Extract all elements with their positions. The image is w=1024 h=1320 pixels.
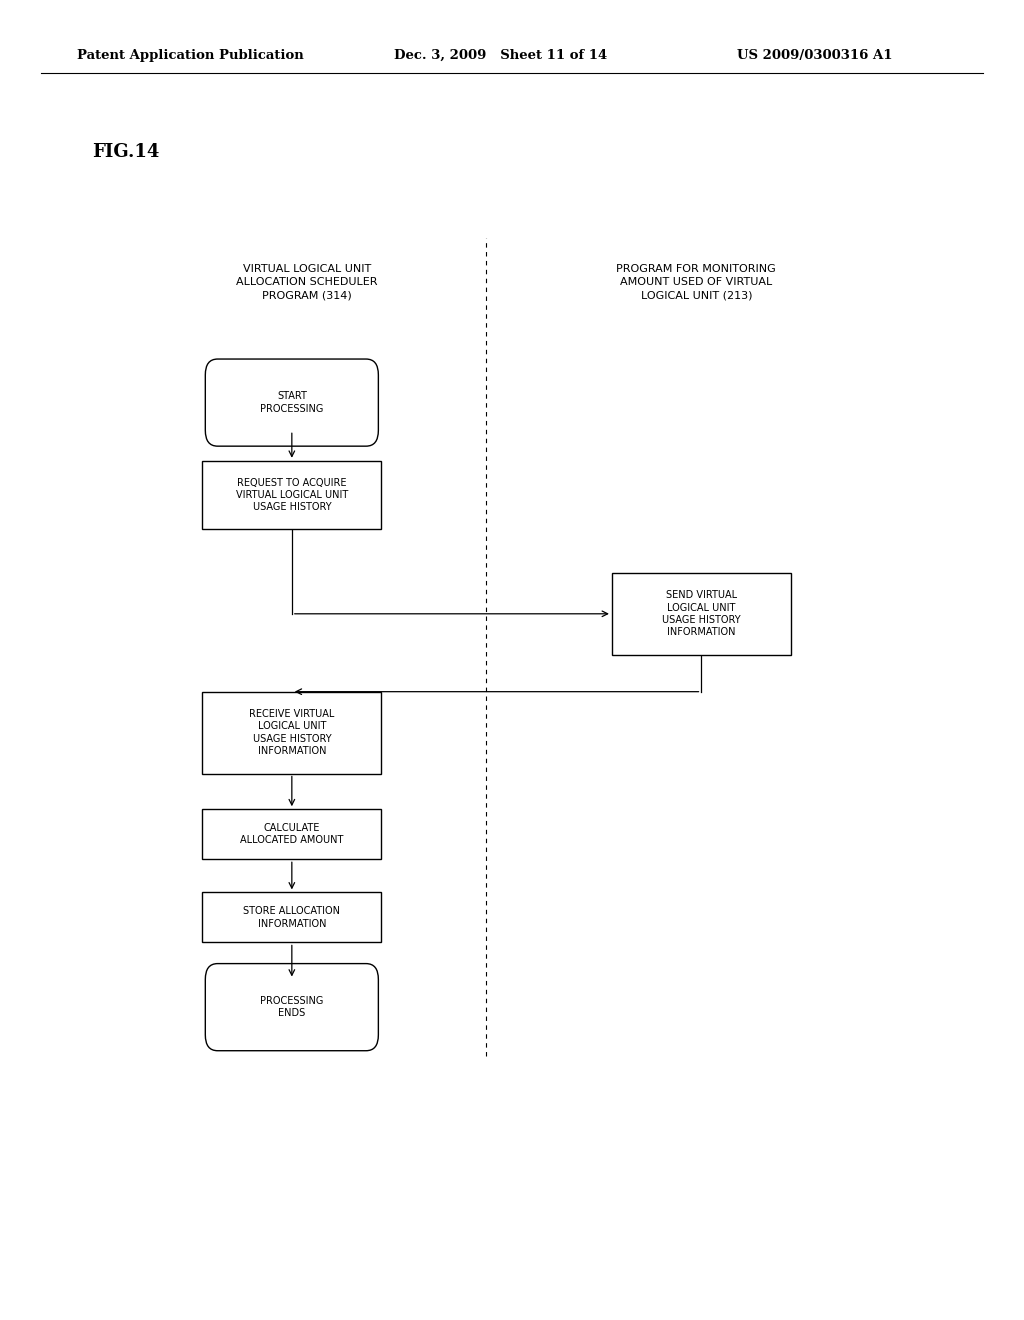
Text: PROCESSING
ENDS: PROCESSING ENDS bbox=[260, 997, 324, 1018]
Bar bbox=[202, 809, 381, 859]
Text: Dec. 3, 2009   Sheet 11 of 14: Dec. 3, 2009 Sheet 11 of 14 bbox=[394, 49, 607, 62]
Text: FIG.14: FIG.14 bbox=[92, 143, 160, 161]
Text: START
PROCESSING: START PROCESSING bbox=[260, 392, 324, 413]
Bar bbox=[202, 461, 381, 529]
Text: Patent Application Publication: Patent Application Publication bbox=[77, 49, 303, 62]
Text: STORE ALLOCATION
INFORMATION: STORE ALLOCATION INFORMATION bbox=[244, 907, 340, 928]
Bar bbox=[202, 692, 381, 774]
Text: SEND VIRTUAL
LOGICAL UNIT
USAGE HISTORY
INFORMATION: SEND VIRTUAL LOGICAL UNIT USAGE HISTORY … bbox=[663, 590, 740, 638]
Text: REQUEST TO ACQUIRE
VIRTUAL LOGICAL UNIT
USAGE HISTORY: REQUEST TO ACQUIRE VIRTUAL LOGICAL UNIT … bbox=[236, 478, 348, 512]
Text: RECEIVE VIRTUAL
LOGICAL UNIT
USAGE HISTORY
INFORMATION: RECEIVE VIRTUAL LOGICAL UNIT USAGE HISTO… bbox=[249, 709, 335, 756]
Bar bbox=[612, 573, 791, 655]
Bar bbox=[202, 892, 381, 942]
FancyBboxPatch shape bbox=[205, 359, 378, 446]
FancyBboxPatch shape bbox=[205, 964, 378, 1051]
Text: US 2009/0300316 A1: US 2009/0300316 A1 bbox=[737, 49, 893, 62]
Text: PROGRAM FOR MONITORING
AMOUNT USED OF VIRTUAL
LOGICAL UNIT (213): PROGRAM FOR MONITORING AMOUNT USED OF VI… bbox=[616, 264, 776, 301]
Text: CALCULATE
ALLOCATED AMOUNT: CALCULATE ALLOCATED AMOUNT bbox=[241, 824, 343, 845]
Text: VIRTUAL LOGICAL UNIT
ALLOCATION SCHEDULER
PROGRAM (314): VIRTUAL LOGICAL UNIT ALLOCATION SCHEDULE… bbox=[237, 264, 378, 301]
